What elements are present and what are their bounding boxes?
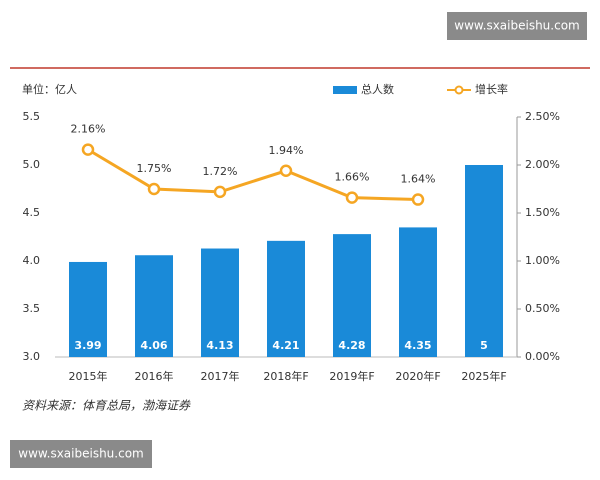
- point: [411, 193, 425, 206]
- y-tick-label: 4.0: [23, 254, 41, 267]
- y-tick-label: 5.5: [23, 110, 41, 123]
- legend-swatch: [454, 85, 464, 95]
- y2-tick-label: 1.00%: [525, 254, 560, 267]
- y2-tick-label: 2.50%: [525, 110, 560, 123]
- legend-label: 总人数: [361, 82, 394, 96]
- y2-tick-label: 0.50%: [525, 302, 560, 315]
- bar: [135, 255, 173, 357]
- y-tick-label: 3.5: [23, 302, 41, 315]
- unit-label: 单位：亿人: [22, 82, 77, 96]
- bar: [399, 227, 437, 357]
- bar-label: 4.35: [404, 339, 431, 352]
- y2-tick-label: 2.00%: [525, 158, 560, 171]
- y-tick-label: 5.0: [23, 158, 41, 171]
- point: [279, 164, 293, 178]
- x-tick-label: 2017年: [201, 369, 240, 383]
- watermark-box: [447, 12, 587, 40]
- point-label: 1.72%: [203, 165, 238, 178]
- bar: [69, 261, 107, 357]
- x-tick-label: 2018年F: [263, 369, 308, 383]
- watermark-box: [10, 440, 152, 468]
- watermark: www.sxaibeishu.com: [454, 19, 579, 33]
- legend-swatch: [333, 86, 357, 94]
- line: [87, 148, 419, 202]
- bar-label: 4.13: [206, 339, 233, 352]
- x-tick-label: 2025年F: [461, 369, 506, 383]
- x-tick-label: 2019年F: [329, 369, 374, 383]
- point-label: 1.64%: [401, 173, 436, 186]
- point: [147, 182, 161, 196]
- bar-label: 5: [480, 339, 488, 352]
- bar: [201, 248, 239, 357]
- source: 资料来源：体育总局，渤海证券: [22, 399, 191, 413]
- y2-tick-label: 0.00%: [525, 350, 560, 363]
- bar-label: 4.06: [140, 339, 167, 352]
- legend-label: 增长率: [475, 82, 508, 96]
- x-tick-label: 2020年F: [395, 369, 440, 383]
- bar-label: 4.28: [338, 339, 365, 352]
- bar: [333, 234, 371, 357]
- point-label: 1.94%: [269, 144, 304, 157]
- bar-label: 3.99: [74, 339, 101, 352]
- y2-tick-label: 1.50%: [525, 206, 560, 219]
- bar: [267, 240, 305, 357]
- y-tick-label: 4.5: [23, 206, 41, 219]
- watermark: www.sxaibeishu.com: [18, 447, 143, 461]
- point: [345, 191, 359, 204]
- point-label: 1.66%: [335, 171, 370, 184]
- point-label: 2.16%: [71, 123, 106, 136]
- point: [213, 185, 227, 199]
- bar: [465, 165, 503, 357]
- point-label: 1.75%: [137, 162, 172, 175]
- y-tick-label: 3.0: [23, 350, 41, 363]
- x-tick-label: 2016年: [135, 369, 174, 383]
- point: [81, 143, 95, 156]
- x-tick-label: 2015年: [69, 369, 108, 383]
- bar-label: 4.21: [272, 339, 299, 352]
